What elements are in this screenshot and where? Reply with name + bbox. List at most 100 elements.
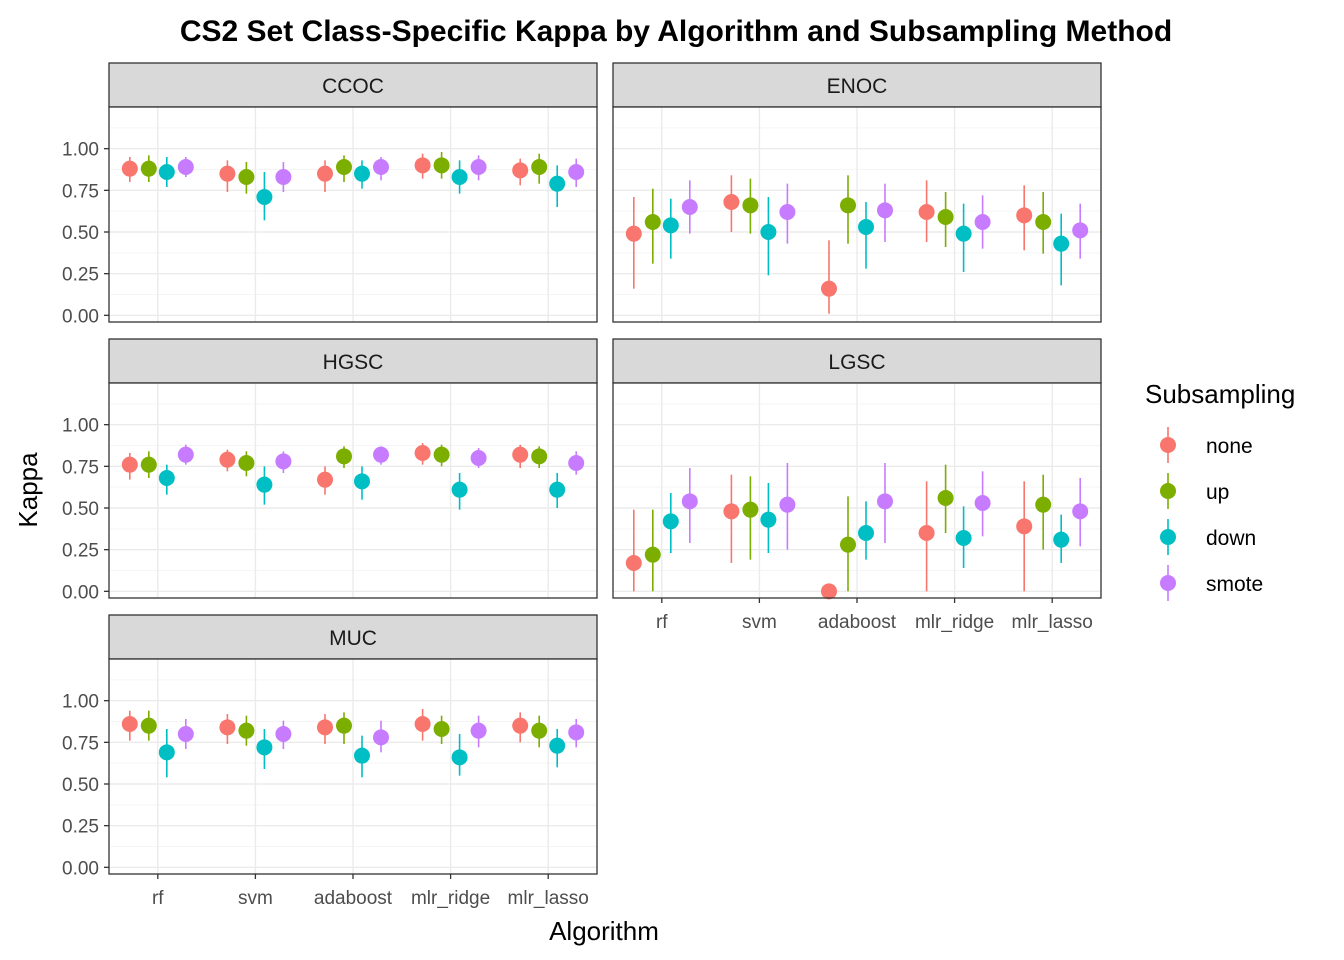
x-tick-label: mlr_ridge xyxy=(915,612,994,633)
x-tick-label: mlr_lasso xyxy=(508,888,589,909)
x-axis-title: Algorithm xyxy=(549,916,659,946)
x-tick-label: adaboost xyxy=(818,612,897,633)
data-point xyxy=(1053,531,1070,548)
facet-panel-lgsc: LGSC rf svm adaboost mlr_ridge mlr_lasso xyxy=(612,338,1102,633)
data-point xyxy=(140,456,157,473)
data-point xyxy=(1035,214,1052,230)
legend-key-point xyxy=(1160,575,1176,591)
data-point xyxy=(723,503,740,520)
facet-strip-label: LGSC xyxy=(828,351,885,374)
data-point xyxy=(1072,503,1089,520)
data-point xyxy=(373,446,389,463)
data-point xyxy=(531,722,548,739)
panel-border xyxy=(108,382,598,599)
data-point xyxy=(177,159,194,175)
data-point xyxy=(955,530,972,546)
legend-key-point xyxy=(1160,529,1176,545)
data-point xyxy=(121,160,138,177)
data-point xyxy=(512,446,529,463)
data-point xyxy=(336,159,352,175)
panel-border xyxy=(612,106,1102,323)
data-point xyxy=(470,159,487,175)
y-tick-label: 0.00 xyxy=(62,582,99,603)
legend-label: down xyxy=(1206,527,1256,550)
facet-panel-hgsc: HGSC 0.00 0.25 0.50 0.75 1.00 xyxy=(62,338,598,603)
y-axis-title: Kappa xyxy=(13,452,43,528)
legend-label: none xyxy=(1206,435,1253,458)
data-point xyxy=(238,722,255,739)
data-point xyxy=(140,160,157,177)
data-point xyxy=(336,448,352,465)
y-tick-label: 0.75 xyxy=(62,457,99,478)
y-tick-label: 0.00 xyxy=(62,858,99,879)
data-point xyxy=(840,197,856,214)
data-point xyxy=(918,525,935,541)
data-point xyxy=(414,445,431,461)
data-point xyxy=(433,157,450,174)
y-tick-label: 0.25 xyxy=(62,541,99,562)
data-point xyxy=(470,722,487,739)
data-point xyxy=(275,453,292,470)
legend-item-smote: smote xyxy=(1160,565,1263,601)
facet-strip-label: CCOC xyxy=(322,75,384,98)
legend-item-down: down xyxy=(1160,519,1256,555)
data-point xyxy=(433,446,450,463)
data-point xyxy=(681,493,698,510)
facet-panel-enoc: ENOC xyxy=(612,62,1102,323)
data-point xyxy=(662,513,679,530)
data-point xyxy=(158,744,175,761)
legend: Subsampling none up down smote xyxy=(1145,379,1295,601)
legend-item-none: none xyxy=(1160,427,1253,463)
data-point xyxy=(219,165,236,182)
x-tick-label: mlr_lasso xyxy=(1012,612,1093,633)
data-point xyxy=(568,164,585,180)
data-point xyxy=(568,724,585,741)
y-tick-label: 0.25 xyxy=(62,265,99,286)
data-point xyxy=(1016,518,1033,535)
data-point xyxy=(937,209,954,225)
data-point xyxy=(433,721,450,737)
data-point xyxy=(644,214,661,230)
data-point xyxy=(414,157,431,174)
data-point xyxy=(275,726,292,742)
x-tick-label: mlr_ridge xyxy=(411,888,490,909)
data-point xyxy=(821,280,837,297)
facet-panel-muc: MUC 0.00 0.25 0.50 0.75 1.00 rf svm adaboost mlr_… xyxy=(62,614,598,909)
data-point xyxy=(256,476,273,493)
facet-strip-label: ENOC xyxy=(827,75,888,98)
y-tick-label: 0.50 xyxy=(62,775,99,796)
data-point xyxy=(354,473,370,490)
data-point xyxy=(256,739,273,756)
data-point xyxy=(317,719,333,736)
data-point xyxy=(317,471,333,488)
y-tick-label: 1.00 xyxy=(62,416,99,437)
y-tick-label: 0.75 xyxy=(62,733,99,754)
legend-label: up xyxy=(1206,481,1229,504)
data-point xyxy=(549,737,566,754)
data-point xyxy=(549,175,566,192)
data-point xyxy=(974,495,991,511)
data-point xyxy=(779,204,796,220)
legend-label: smote xyxy=(1206,573,1263,596)
data-point xyxy=(219,719,236,736)
data-point xyxy=(974,214,991,230)
data-point xyxy=(625,555,642,571)
data-point xyxy=(955,225,972,242)
y-tick-label: 1.00 xyxy=(62,692,99,713)
data-point xyxy=(568,455,585,471)
x-tick-label: svm xyxy=(742,612,777,633)
x-tick-label: rf xyxy=(152,888,164,909)
data-point xyxy=(275,169,292,185)
data-point xyxy=(760,511,777,528)
data-point xyxy=(256,189,273,205)
facet-panels: CCOC 0.00 0.25 0.50 0.75 1.00 ENOC HGSC 0.00 0.25… xyxy=(62,62,1102,909)
data-point xyxy=(821,583,837,600)
facet-strip xyxy=(108,614,598,660)
data-point xyxy=(760,224,777,240)
x-tick-label: rf xyxy=(656,612,668,633)
y-tick-label: 0.50 xyxy=(62,499,99,520)
data-point xyxy=(512,717,529,734)
panel-border xyxy=(108,106,598,323)
data-point xyxy=(373,729,389,746)
